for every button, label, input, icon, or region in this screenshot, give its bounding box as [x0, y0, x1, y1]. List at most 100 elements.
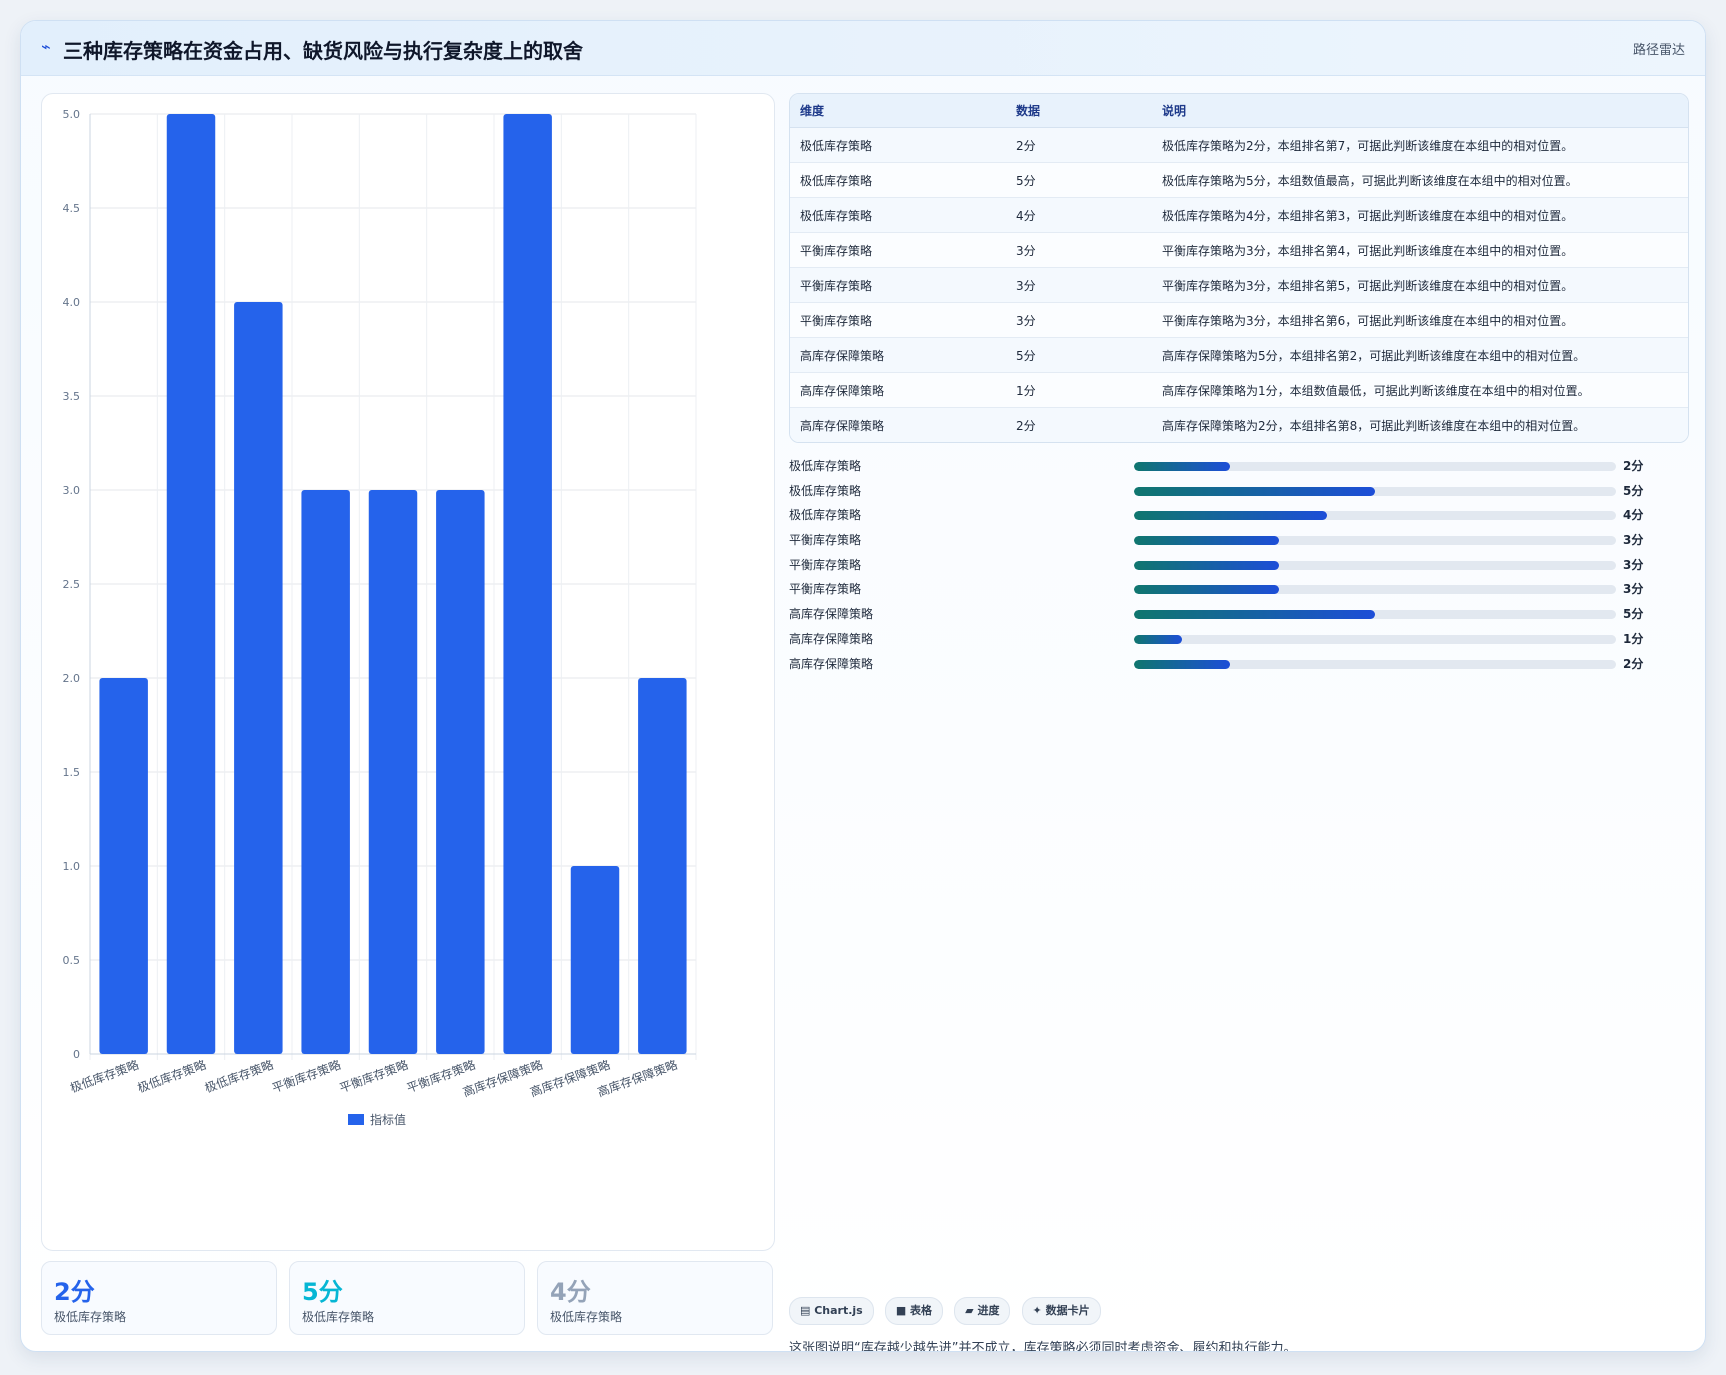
- table-cell: 平衡库存策略: [790, 267, 1006, 303]
- table-row: 平衡库存策略 3分 平衡库存策略为3分，本组排名第5，可据此判断该维度在本组中的相对…: [790, 267, 1688, 303]
- table-cell: 极低库存策略: [790, 162, 1006, 198]
- table-cell: 高库存保障策略为1分，本组数值最低，可据此判断该维度在本组中的相对位置。: [1152, 372, 1688, 408]
- bar-chart-panel: 0 0.5 1.0 1.5 2.0 2.5 3.0 3.5 4.0 4.5 5.0 极低库存策略 极低库…: [41, 93, 775, 1251]
- progress-label: 极低库存策略: [789, 508, 862, 523]
- pulse-icon: ⌁: [41, 37, 51, 56]
- tag-progress: ▰ 进度: [954, 1297, 1011, 1325]
- y-tick-label: 0.5: [63, 954, 81, 967]
- bar: [368, 490, 418, 1054]
- progress-track: [1134, 634, 1616, 644]
- y-tick-label: 4.0: [63, 296, 81, 309]
- table-row: 高库存保障策略 1分 高库存保障策略为1分，本组数值最低，可据此判断该维度在本组中的…: [790, 372, 1688, 408]
- table-cell: 平衡库存策略为3分，本组排名第6，可据此判断该维度在本组中的相对位置。: [1152, 302, 1688, 338]
- table-cell: 3分: [1006, 267, 1152, 303]
- progress-fill: [1134, 610, 1375, 620]
- table-cell: 3分: [1006, 232, 1152, 268]
- stat-card: 5分 极低库存策略: [289, 1261, 525, 1335]
- legend-swatch: [348, 1114, 364, 1125]
- progress-row: 高库存保障策略 1分: [789, 626, 1687, 651]
- progress-row: 平衡库存策略 3分: [789, 527, 1687, 552]
- tag-chartjs: ▤ Chart.js: [789, 1297, 874, 1325]
- table-cell: 5分: [1006, 337, 1152, 373]
- progress-track: [1134, 585, 1616, 595]
- progress-row: 极低库存策略 4分: [789, 502, 1687, 527]
- x-tick-label: 平衡库存策略: [337, 1057, 410, 1096]
- progress-track: [1134, 511, 1616, 521]
- table-cell: 5分: [1006, 162, 1152, 198]
- column-header: 说明: [1152, 94, 1688, 128]
- x-tick-label: 极低库存策略: [135, 1057, 208, 1096]
- bar: [503, 114, 552, 1054]
- table-cell: 2分: [1006, 407, 1152, 442]
- table-cell: 高库存保障策略: [790, 372, 1006, 408]
- table-row: 极低库存策略 2分 极低库存策略为2分，本组排名第7，可据此判断该维度在本组中的相对…: [790, 127, 1688, 163]
- progress-label: 高库存保障策略: [789, 656, 874, 671]
- progress-fill: [1134, 536, 1279, 546]
- bar: [99, 678, 148, 1054]
- progress-label: 极低库存策略: [789, 459, 862, 473]
- progress-list: 极低库存策略 2分 极低库存策略 5分 极低库存策略 4分 平衡库存策略 3分 平衡库存策略 3分…: [789, 453, 1687, 675]
- y-tick-label: 2.5: [63, 578, 81, 591]
- table-row: 高库存保障策略 5分 高库存保障策略为5分，本组排名第2，可据此判断该维度在本组中的…: [790, 337, 1688, 373]
- table-cell: 高库存保障策略: [790, 407, 1006, 442]
- progress-row: 高库存保障策略 2分: [789, 651, 1687, 676]
- stat-label: 极低库存策略: [54, 1310, 127, 1324]
- progress-value: 3分: [1623, 582, 1644, 597]
- tag-cards: ✦ 数据卡片: [1021, 1297, 1101, 1325]
- table-cell: 极低库存策略为5分，本组数值最高，可据此判断该维度在本组中的相对位置。: [1152, 162, 1688, 198]
- progress-value: 1分: [1623, 631, 1644, 646]
- table-cell: 平衡库存策略: [790, 302, 1006, 338]
- progress-track: [1134, 486, 1616, 496]
- summary-note: 这张图说明“库存越少越先进”并不成立，库存策略必须同时考虑资金、履约和执行能力。: [789, 1341, 1297, 1352]
- stat-card: 4分 极低库存策略: [537, 1261, 773, 1335]
- page-title: 三种库存策略在资金占用、缺货风险与执行复杂度上的取舍: [63, 39, 583, 63]
- table-header-row: 维度 数据 说明: [790, 94, 1688, 128]
- progress-value: 3分: [1623, 557, 1644, 572]
- y-tick-label: 1.0: [63, 860, 81, 873]
- table-cell: 1分: [1006, 372, 1152, 408]
- legend-label: 指标值: [370, 1112, 406, 1127]
- data-table: 维度 数据 说明 极低库存策略 2分 极低库存策略为2分，本组排名第7，可据此判断该…: [789, 93, 1689, 443]
- table-row: 平衡库存策略 3分 平衡库存策略为3分，本组排名第6，可据此判断该维度在本组中的相对…: [790, 302, 1688, 338]
- table-cell: 高库存保障策略为2分，本组排名第8，可据此判断该维度在本组中的相对位置。: [1152, 407, 1688, 442]
- progress-track: [1134, 659, 1616, 669]
- header-tag: 路径雷达: [1632, 43, 1685, 58]
- stat-card: 2分 极低库存策略: [41, 1261, 277, 1335]
- progress-value: 5分: [1623, 607, 1644, 622]
- progress-track: [1134, 462, 1616, 471]
- progress-row: 高库存保障策略 5分: [789, 601, 1687, 626]
- bar: [301, 490, 350, 1054]
- stat-label: 极低库存策略: [302, 1310, 375, 1324]
- progress-label: 高库存保障策略: [789, 607, 874, 622]
- progress-row: 平衡库存策略 3分: [789, 552, 1687, 577]
- progress-fill: [1134, 511, 1327, 521]
- progress-fill: [1134, 659, 1231, 669]
- x-tick-label: 平衡库存策略: [270, 1057, 343, 1096]
- table-cell: 平衡库存策略: [790, 232, 1006, 268]
- bar: [166, 114, 216, 1054]
- progress-value: 2分: [1623, 459, 1644, 473]
- column-header: 维度: [790, 94, 1006, 128]
- table-cell: 极低库存策略: [790, 127, 1006, 163]
- progress-row: 极低库存策略 5分: [789, 478, 1687, 503]
- tag-list: ▤ Chart.js ■ 表格 ▰ 进度 ✦ 数据卡片: [789, 1297, 1107, 1325]
- stat-value: 2分: [54, 1278, 95, 1306]
- progress-row: 极低库存策略 2分: [789, 453, 1687, 478]
- y-tick-label: 3.5: [63, 390, 81, 403]
- table-cell: 极低库存策略为4分，本组排名第3，可据此判断该维度在本组中的相对位置。: [1152, 197, 1688, 233]
- bar: [570, 866, 620, 1054]
- progress-fill: [1134, 634, 1183, 644]
- progress-track: [1134, 560, 1616, 570]
- table-cell: 极低库存策略: [790, 197, 1006, 233]
- progress-fill: [1134, 462, 1231, 471]
- y-tick-label: 4.5: [63, 202, 81, 215]
- table-cell: 极低库存策略为2分，本组排名第7，可据此判断该维度在本组中的相对位置。: [1152, 127, 1688, 163]
- table-row: 极低库存策略 4分 极低库存策略为4分，本组排名第3，可据此判断该维度在本组中的相对…: [790, 197, 1688, 233]
- y-tick-label: 1.5: [63, 766, 81, 779]
- tag-table: ■ 表格: [884, 1297, 944, 1325]
- progress-label: 平衡库存策略: [789, 557, 862, 572]
- table-cell: 3分: [1006, 302, 1152, 338]
- x-tick-label: 极低库存策略: [203, 1057, 276, 1096]
- y-tick-label: 3.0: [63, 484, 81, 497]
- progress-value: 2分: [1623, 656, 1644, 671]
